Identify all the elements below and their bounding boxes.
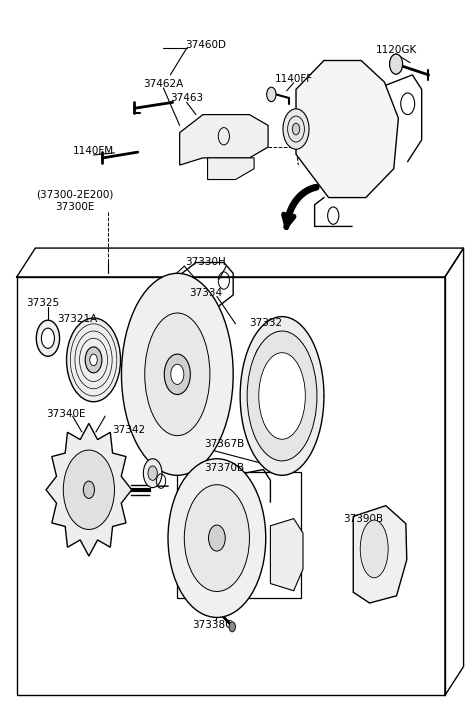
Polygon shape (353, 505, 407, 603)
Text: 37321A: 37321A (57, 314, 97, 324)
Text: 37338C: 37338C (192, 619, 233, 630)
Circle shape (209, 525, 225, 551)
Ellipse shape (240, 316, 324, 475)
Circle shape (148, 466, 157, 481)
Circle shape (229, 622, 236, 632)
Text: 37370B: 37370B (204, 463, 244, 473)
Text: 37460D: 37460D (185, 40, 226, 49)
Circle shape (85, 347, 102, 373)
Circle shape (255, 348, 267, 365)
Circle shape (83, 481, 95, 499)
Polygon shape (208, 158, 254, 180)
Polygon shape (46, 423, 132, 556)
Text: 37334: 37334 (189, 288, 222, 298)
Polygon shape (270, 518, 303, 591)
Circle shape (390, 54, 403, 74)
Text: 37330H: 37330H (185, 257, 226, 268)
Ellipse shape (360, 520, 388, 578)
Text: (37300-2E200)
37300E: (37300-2E200) 37300E (36, 190, 114, 212)
Polygon shape (179, 115, 268, 165)
Circle shape (63, 450, 114, 529)
Circle shape (90, 354, 97, 366)
Circle shape (36, 320, 59, 356)
Text: 37367B: 37367B (204, 439, 244, 449)
Ellipse shape (259, 353, 305, 439)
Circle shape (164, 354, 190, 395)
Circle shape (41, 328, 55, 348)
Circle shape (267, 87, 276, 102)
Circle shape (143, 459, 162, 488)
Circle shape (250, 339, 272, 374)
Text: 1140FF: 1140FF (275, 73, 313, 84)
Ellipse shape (247, 331, 317, 461)
Text: 37462A: 37462A (143, 79, 184, 89)
Text: 1140FM: 1140FM (73, 145, 114, 156)
Circle shape (66, 318, 121, 402)
Text: 37332: 37332 (249, 318, 282, 328)
Ellipse shape (145, 313, 210, 435)
Ellipse shape (122, 273, 233, 475)
Polygon shape (296, 60, 398, 198)
Text: 37325: 37325 (26, 298, 59, 308)
Text: 37390B: 37390B (343, 513, 383, 523)
Text: 37340E: 37340E (46, 409, 85, 419)
Text: 37463: 37463 (170, 93, 203, 103)
Ellipse shape (168, 459, 266, 617)
Circle shape (283, 109, 309, 149)
Circle shape (292, 124, 300, 134)
Text: 1120GK: 1120GK (375, 44, 417, 55)
Circle shape (171, 364, 184, 385)
Ellipse shape (184, 485, 250, 592)
Text: 37342: 37342 (112, 425, 145, 435)
